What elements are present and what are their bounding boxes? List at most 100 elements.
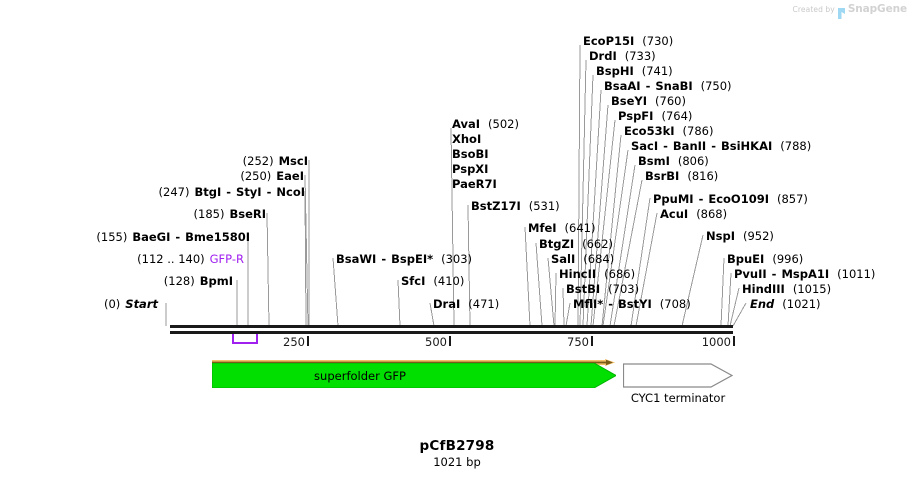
site-label-bpmi[interactable]: (128) BpmI xyxy=(164,275,233,288)
site-name: BsaAI xyxy=(604,79,641,93)
site-label-hindiii[interactable]: HindIII (1015) xyxy=(742,283,831,296)
site-label-bsphi[interactable]: BspHI (741) xyxy=(596,65,673,78)
site-label-eaei[interactable]: (250) EaeI xyxy=(240,170,304,183)
site-position: (247) xyxy=(158,185,190,199)
site-label-pspxi[interactable]: PspXI xyxy=(452,163,488,176)
site-label-bsobi[interactable]: BsoBI xyxy=(452,148,489,161)
site-position: (410) xyxy=(433,274,465,288)
site-position: (252) xyxy=(242,154,274,168)
site-label-hincii[interactable]: HincII (686) xyxy=(559,268,635,281)
feature-superfolder-gfp[interactable] xyxy=(212,363,616,388)
ruler-tick-1000 xyxy=(733,336,735,346)
site-label-msci[interactable]: (252) MscI xyxy=(243,155,308,168)
site-name: DrdI xyxy=(589,49,617,63)
primer-name: GFP-R xyxy=(209,252,244,266)
site-label-bpuei[interactable]: BpuEI (996) xyxy=(727,253,803,266)
site-name: End xyxy=(750,297,775,311)
feature-cyc1-terminator[interactable] xyxy=(623,363,733,388)
site-label-mfli-bstyi[interactable]: MflI* - BstYI (708) xyxy=(573,297,691,311)
primer-bracket-gfp-r[interactable] xyxy=(232,334,258,344)
site-label-saci-banii-bsihkai[interactable]: SacI - BanII - BsiHKAI (788) xyxy=(631,139,812,153)
watermark-brand-label: SnapGene xyxy=(847,3,907,15)
site-name: BaeGI xyxy=(132,230,171,244)
site-name: Bme1580I xyxy=(185,230,250,244)
site-label-paer7i[interactable]: PaeR7I xyxy=(452,178,497,191)
site-position: (641) xyxy=(564,221,596,235)
site-position: (185) xyxy=(193,207,225,221)
site-position: (1021) xyxy=(782,297,821,311)
site-label-acui[interactable]: AcuI (868) xyxy=(660,208,727,221)
site-position: (816) xyxy=(687,169,719,183)
site-name: BanII xyxy=(672,139,707,153)
site-position: (471) xyxy=(468,297,500,311)
site-label-baegi[interactable]: (155) BaeGI - Bme1580I xyxy=(96,230,250,244)
dna-backbone-strand-top xyxy=(170,325,733,328)
site-label-drai[interactable]: DraI (471) xyxy=(433,298,499,311)
site-position: (155) xyxy=(96,230,128,244)
plasmid-size: 1021 bp xyxy=(433,455,481,469)
site-name: EaeI xyxy=(276,169,304,183)
site-position: (750) xyxy=(700,79,732,93)
site-name: BsiHKAI xyxy=(720,139,773,153)
site-label-bstz17i[interactable]: BstZ17I (531) xyxy=(471,200,560,213)
site-name: PaeR7I xyxy=(452,177,497,191)
site-label-pvuii-mspa1i[interactable]: PvuII - MspA1I (1011) xyxy=(734,267,876,281)
site-name: BspEI* xyxy=(391,252,434,266)
site-label-bsrbi[interactable]: BsrBI (816) xyxy=(645,170,718,183)
site-name: AvaI xyxy=(452,117,481,131)
site-name: NcoI xyxy=(276,185,305,199)
site-label-xhoi[interactable]: XhoI xyxy=(452,133,481,146)
site-name: BsoBI xyxy=(452,147,489,161)
site-name: SfcI xyxy=(401,274,426,288)
ruler-tick-250 xyxy=(307,336,309,346)
site-name: HindIII xyxy=(742,282,785,296)
plasmid-name: pCfB2798 xyxy=(419,438,495,454)
site-label-drdi[interactable]: DrdI (733) xyxy=(589,50,656,63)
site-name: BseRI xyxy=(229,207,266,221)
site-label-ppumi-ecoo109i[interactable]: PpuMI - EcoO109I (857) xyxy=(653,192,808,206)
site-position: (128) xyxy=(163,274,195,288)
site-position: (303) xyxy=(441,252,473,266)
snapgene-flag-icon xyxy=(837,4,845,19)
site-label-mfei[interactable]: MfeI (641) xyxy=(528,222,595,235)
site-label-btgzi[interactable]: BtgZI (662) xyxy=(539,238,613,251)
site-position: (531) xyxy=(528,199,560,213)
site-name: EcoO109I xyxy=(708,192,769,206)
site-position: (868) xyxy=(696,207,728,221)
site-label-bseyi[interactable]: BseYI (760) xyxy=(611,95,686,108)
site-name: MspA1I xyxy=(781,267,830,281)
site-label-start[interactable]: (0) Start xyxy=(104,298,158,311)
site-label-bstbi[interactable]: BstBI (703) xyxy=(566,283,639,296)
site-label-pspfi[interactable]: PspFI (764) xyxy=(618,110,692,123)
site-label-nspi[interactable]: NspI (952) xyxy=(706,230,774,243)
watermark-created-by-label: Created by xyxy=(792,4,835,14)
site-position: (760) xyxy=(655,94,686,108)
site-label-btgi-styi-ncoi[interactable]: (247) BtgI - StyI - NcoI xyxy=(158,185,305,199)
site-label-eco53ki[interactable]: Eco53kI (786) xyxy=(624,125,713,138)
ruler-tick-750 xyxy=(591,336,593,346)
primer-label-gfp-r[interactable]: (112 .. 140) GFP-R xyxy=(137,253,244,266)
site-name: XhoI xyxy=(452,132,482,146)
site-label-ecop15i[interactable]: EcoP15I (730) xyxy=(583,35,673,48)
site-position: (764) xyxy=(661,109,693,123)
site-label-avai[interactable]: AvaI (502) xyxy=(452,118,519,131)
site-label-sali[interactable]: SalI (684) xyxy=(551,253,614,266)
site-label-bsaai-snabi[interactable]: BsaAI - SnaBI (750) xyxy=(604,79,732,93)
ruler-label-250: 250 xyxy=(283,335,305,349)
site-position: (708) xyxy=(659,297,691,311)
site-position: (502) xyxy=(488,117,519,131)
site-position: (788) xyxy=(780,139,812,153)
site-label-bseri[interactable]: (185) BseRI xyxy=(194,208,266,221)
site-label-end[interactable]: End (1021) xyxy=(750,298,821,311)
site-name: AcuI xyxy=(660,207,689,221)
site-position: (250) xyxy=(240,169,272,183)
site-label-bsmi[interactable]: BsmI (806) xyxy=(638,155,709,168)
site-name: BstYI xyxy=(618,297,652,311)
site-label-sfci[interactable]: SfcI (410) xyxy=(401,275,464,288)
ruler-label-500: 500 xyxy=(425,335,447,349)
orf-arrow[interactable] xyxy=(212,351,615,366)
site-name: BtgZI xyxy=(539,237,575,251)
site-name: DraI xyxy=(433,297,461,311)
site-label-bsawi-bspei[interactable]: BsaWI - BspEI* (303) xyxy=(336,252,473,266)
site-name: MfeI xyxy=(528,221,557,235)
